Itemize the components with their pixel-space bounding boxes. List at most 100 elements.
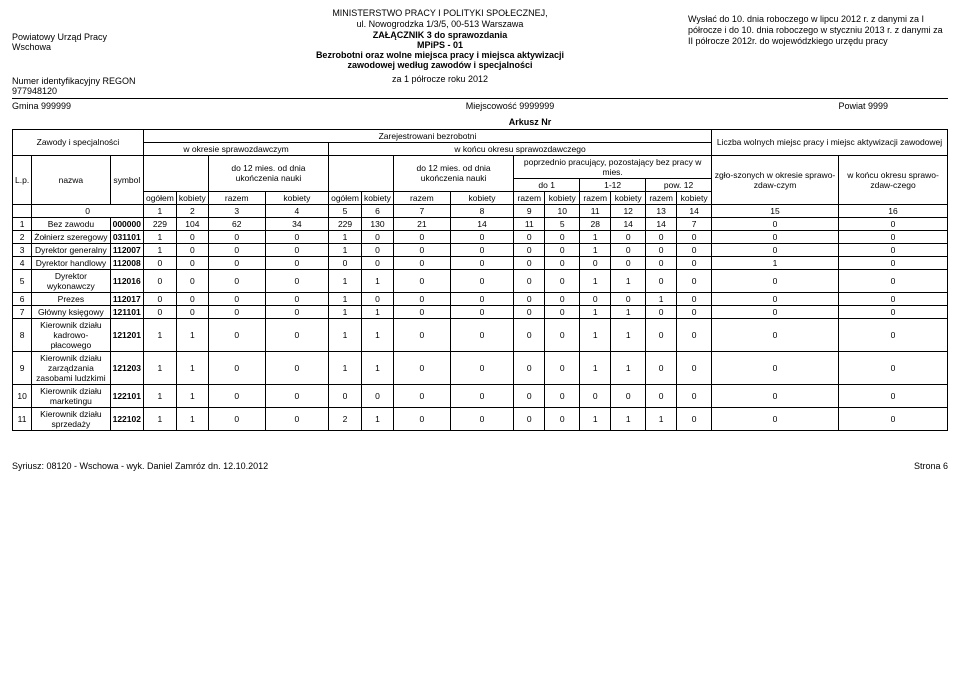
cell-data: 21 <box>393 217 450 230</box>
cell-data: 104 <box>176 217 208 230</box>
cell-data: 0 <box>208 407 265 430</box>
cell-lp: 7 <box>13 305 32 318</box>
cell-data: 1 <box>329 318 362 351</box>
cell-data: 0 <box>514 243 545 256</box>
cell-symbol: 122102 <box>110 407 143 430</box>
cell-data: 0 <box>393 351 450 384</box>
cell-data: 0 <box>839 292 948 305</box>
cell-data: 0 <box>611 230 646 243</box>
cell-data: 130 <box>361 217 393 230</box>
th-symbol: symbol <box>110 155 143 204</box>
cell-data: 1 <box>329 305 362 318</box>
cell-data: 0 <box>712 407 839 430</box>
table-row: 4Dyrektor handlowy1120080000000000000010 <box>13 256 948 269</box>
cell-data: 0 <box>545 305 580 318</box>
cell-data: 0 <box>677 305 712 318</box>
office-name: Powiatowy Urząd Pracy <box>12 32 192 42</box>
cell-data: 0 <box>265 243 328 256</box>
cell-data: 1 <box>712 256 839 269</box>
th-kobiety-6: kobiety <box>611 191 646 204</box>
cell-data: 0 <box>839 407 948 430</box>
cell-data: 1 <box>611 407 646 430</box>
cell-data: 1 <box>176 351 208 384</box>
cell-data: 1 <box>143 351 176 384</box>
cell-data: 0 <box>839 384 948 407</box>
cell-data: 1 <box>611 318 646 351</box>
cell-data: 0 <box>208 384 265 407</box>
th-ogolem-2: ogółem <box>329 191 362 204</box>
cell-nazwa: Żołnierz szeregowy <box>32 230 110 243</box>
cell-data: 0 <box>839 217 948 230</box>
ministry-line1: MINISTERSTWO PRACY I POLITYKI SPOŁECZNEJ… <box>196 8 684 19</box>
cell-data: 0 <box>450 407 513 430</box>
cell-symbol: 121101 <box>110 305 143 318</box>
cell-data: 0 <box>329 256 362 269</box>
cell-data: 0 <box>393 384 450 407</box>
cell-data: 1 <box>176 407 208 430</box>
colnum-4: 4 <box>265 204 328 217</box>
cell-data: 0 <box>208 243 265 256</box>
cell-data: 0 <box>514 256 545 269</box>
cell-data: 0 <box>712 292 839 305</box>
cell-data: 0 <box>839 318 948 351</box>
th-kobiety-2: kobiety <box>265 191 328 204</box>
cell-lp: 4 <box>13 256 32 269</box>
th-kobiety-7: kobiety <box>677 191 712 204</box>
cell-data: 0 <box>514 351 545 384</box>
cell-lp: 6 <box>13 292 32 305</box>
th-pow12: pow. 12 <box>646 178 712 191</box>
colnum-6: 6 <box>361 204 393 217</box>
th-lp: L.p. <box>13 155 32 204</box>
cell-data: 1 <box>580 305 611 318</box>
th-razem-5: razem <box>646 191 677 204</box>
gmina-text: Gmina 999999 <box>12 101 272 111</box>
table-row: 8Kierownik działu kadrowo-płacowego12120… <box>13 318 948 351</box>
cell-symbol: 112008 <box>110 256 143 269</box>
cell-data: 0 <box>677 243 712 256</box>
cell-data: 0 <box>514 305 545 318</box>
colnum-11: 11 <box>580 204 611 217</box>
cell-data: 0 <box>677 384 712 407</box>
data-table: Zawody i specjalności Zarejestrowani bez… <box>12 129 948 431</box>
cell-data: 0 <box>514 292 545 305</box>
cell-data: 0 <box>265 407 328 430</box>
th-w-okresie: w okresie sprawozdawczym <box>143 142 328 155</box>
cell-data: 0 <box>677 269 712 292</box>
cell-data: 1 <box>611 305 646 318</box>
cell-data: 1 <box>580 318 611 351</box>
table-row: 7Główny księgowy1211010000110000110000 <box>13 305 948 318</box>
cell-data: 0 <box>580 292 611 305</box>
arkusz-label: Arkusz Nr <box>12 117 948 127</box>
cell-data: 1 <box>176 384 208 407</box>
th-razem-2: razem <box>393 191 450 204</box>
cell-nazwa: Kierownik działu sprzedaży <box>32 407 110 430</box>
cell-data: 0 <box>712 318 839 351</box>
cell-symbol: 112007 <box>110 243 143 256</box>
cell-data: 229 <box>329 217 362 230</box>
cell-nazwa: Dyrektor wykonawczy <box>32 269 110 292</box>
cell-data: 0 <box>646 384 677 407</box>
cell-data: 1 <box>329 292 362 305</box>
colnum-13: 13 <box>646 204 677 217</box>
cell-data: 0 <box>265 384 328 407</box>
cell-data: 1 <box>329 351 362 384</box>
cell-symbol: 112016 <box>110 269 143 292</box>
th-zawody: Zawody i specjalności <box>13 129 144 155</box>
cell-data: 1 <box>646 407 677 430</box>
cell-data: 0 <box>712 351 839 384</box>
cell-data: 0 <box>677 318 712 351</box>
cell-data: 1 <box>329 269 362 292</box>
cell-data: 0 <box>450 256 513 269</box>
cell-data: 2 <box>329 407 362 430</box>
cell-data: 0 <box>545 292 580 305</box>
table-row: 2Żołnierz szeregowy031101100010000010000… <box>13 230 948 243</box>
table-row: 6Prezes1120170000100000001000 <box>13 292 948 305</box>
cell-data: 0 <box>450 318 513 351</box>
colnum-8: 8 <box>450 204 513 217</box>
cell-symbol: 112017 <box>110 292 143 305</box>
cell-data: 1 <box>580 243 611 256</box>
send-instructions: Wysłać do 10. dnia roboczego w lipcu 201… <box>688 8 948 70</box>
colnum-12: 12 <box>611 204 646 217</box>
cell-data: 0 <box>143 305 176 318</box>
attachment-line1: ZAŁĄCZNIK 3 do sprawozdania <box>196 30 684 40</box>
